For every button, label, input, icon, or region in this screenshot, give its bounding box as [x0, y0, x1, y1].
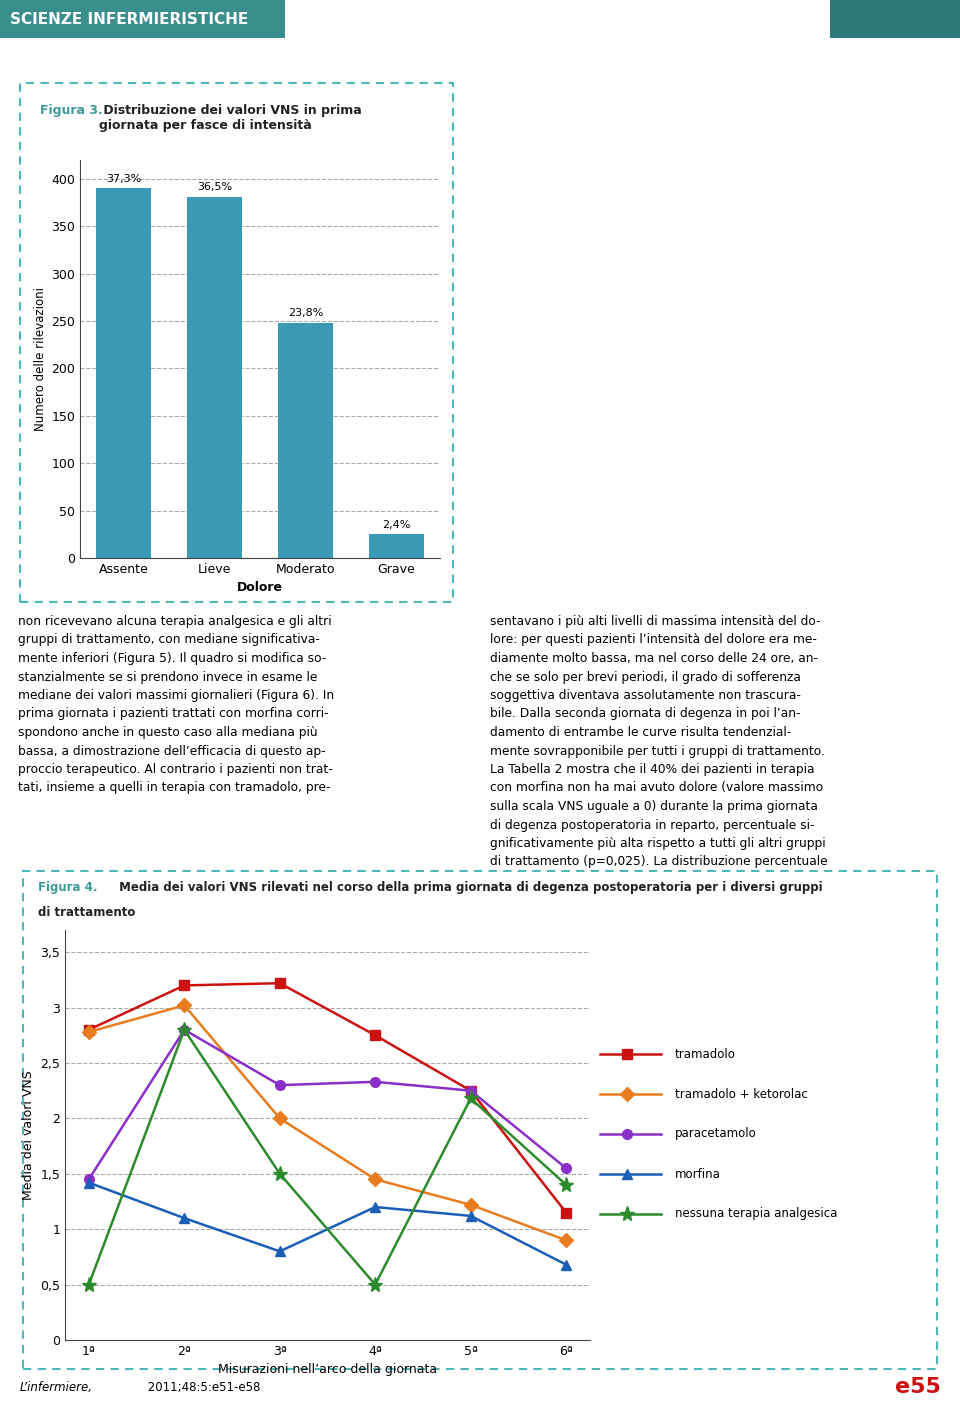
Text: Media dei valori VNS rilevati nel corso della prima giornata di degenza postoper: Media dei valori VNS rilevati nel corso … — [115, 881, 823, 894]
FancyBboxPatch shape — [20, 83, 453, 603]
Text: L’infermiere,: L’infermiere, — [19, 1381, 92, 1394]
Text: 37,3%: 37,3% — [106, 174, 141, 184]
Text: paracetamolo: paracetamolo — [675, 1128, 756, 1141]
Text: 36,5%: 36,5% — [197, 182, 232, 192]
Text: SCIENZE INFERMIERISTICHE: SCIENZE INFERMIERISTICHE — [10, 11, 249, 27]
X-axis label: Dolore: Dolore — [237, 582, 283, 594]
Text: tramadolo + ketorolac: tramadolo + ketorolac — [675, 1087, 807, 1100]
X-axis label: Misurazioni nell’arco della giornata: Misurazioni nell’arco della giornata — [218, 1364, 437, 1377]
Text: e55: e55 — [895, 1377, 941, 1398]
Bar — [278, 323, 333, 558]
Text: 23,8%: 23,8% — [288, 308, 324, 318]
Text: nessuna terapia analgesica: nessuna terapia analgesica — [675, 1207, 837, 1220]
Text: non ricevevano alcuna terapia analgesica e gli altri
gruppi di trattamento, con : non ricevevano alcuna terapia analgesica… — [18, 616, 334, 795]
FancyBboxPatch shape — [23, 871, 937, 1370]
Text: di trattamento: di trattamento — [38, 907, 135, 919]
Text: 2,4%: 2,4% — [382, 520, 411, 530]
Text: Figura 3.: Figura 3. — [40, 103, 103, 117]
Bar — [187, 196, 242, 558]
Bar — [96, 188, 151, 558]
Text: sentavano i più alti livelli di massima intensità del do-
lore: per questi pazie: sentavano i più alti livelli di massima … — [490, 616, 831, 1202]
Text: tramadolo: tramadolo — [675, 1048, 735, 1060]
Bar — [830, 0, 960, 38]
Text: 2011;48:5:e51-e58: 2011;48:5:e51-e58 — [144, 1381, 260, 1394]
Y-axis label: Numero delle rilevazioni: Numero delle rilevazioni — [35, 287, 47, 431]
Text: Distribuzione dei valori VNS in prima
giornata per fasce di intensità: Distribuzione dei valori VNS in prima gi… — [99, 103, 362, 131]
Text: morfina: morfina — [675, 1168, 721, 1180]
Y-axis label: Media dei valori VNS: Media dei valori VNS — [21, 1070, 35, 1200]
Bar — [369, 534, 423, 558]
Bar — [0, 0, 285, 38]
Text: Figura 4.: Figura 4. — [38, 881, 98, 894]
